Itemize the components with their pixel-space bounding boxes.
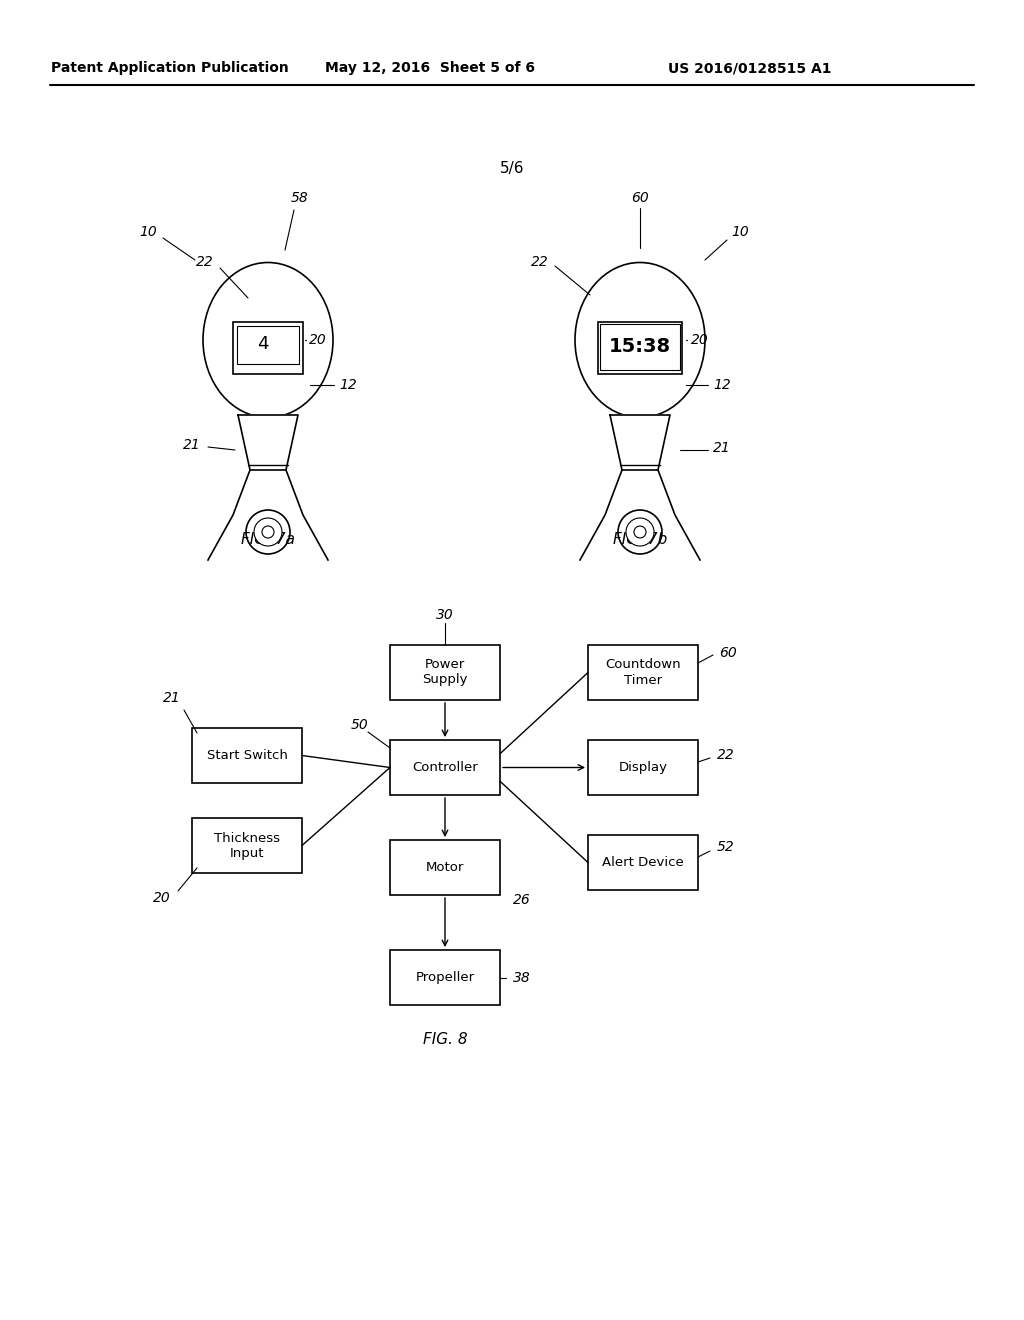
Text: 4: 4	[257, 335, 268, 352]
Text: 12: 12	[339, 378, 357, 392]
Text: 60: 60	[719, 645, 737, 660]
Text: 52: 52	[717, 840, 735, 854]
Text: 10: 10	[731, 224, 749, 239]
Circle shape	[618, 510, 662, 554]
Circle shape	[246, 510, 290, 554]
Text: Patent Application Publication: Patent Application Publication	[51, 61, 289, 75]
Text: Alert Device: Alert Device	[602, 855, 684, 869]
Text: FIG. 7b: FIG. 7b	[613, 532, 667, 548]
Text: 60: 60	[631, 191, 649, 205]
Circle shape	[254, 517, 282, 546]
Polygon shape	[238, 414, 298, 470]
Text: FIG. 7a: FIG. 7a	[241, 532, 295, 548]
Text: Propeller: Propeller	[416, 972, 474, 983]
FancyBboxPatch shape	[598, 322, 682, 374]
FancyBboxPatch shape	[390, 840, 500, 895]
Text: FIG. 8: FIG. 8	[423, 1032, 467, 1048]
Polygon shape	[610, 414, 670, 470]
Ellipse shape	[575, 263, 705, 417]
Text: 12: 12	[713, 378, 731, 392]
FancyBboxPatch shape	[390, 645, 500, 700]
FancyBboxPatch shape	[588, 836, 698, 890]
Text: 22: 22	[717, 748, 735, 762]
FancyBboxPatch shape	[390, 741, 500, 795]
Text: Motor: Motor	[426, 861, 464, 874]
Text: Countdown
Timer: Countdown Timer	[605, 659, 681, 686]
FancyBboxPatch shape	[237, 326, 299, 364]
Text: Power
Supply: Power Supply	[422, 659, 468, 686]
Text: Controller: Controller	[412, 762, 478, 774]
Text: Start Switch: Start Switch	[207, 748, 288, 762]
FancyBboxPatch shape	[233, 322, 303, 374]
Text: 10: 10	[139, 224, 157, 239]
FancyBboxPatch shape	[193, 729, 302, 783]
FancyBboxPatch shape	[390, 950, 500, 1005]
Text: Display: Display	[618, 762, 668, 774]
Text: 5/6: 5/6	[500, 161, 524, 176]
Text: 15:38: 15:38	[609, 338, 671, 356]
Text: 22: 22	[531, 255, 549, 269]
FancyBboxPatch shape	[600, 323, 680, 370]
Circle shape	[626, 517, 654, 546]
FancyBboxPatch shape	[588, 741, 698, 795]
Text: 20: 20	[309, 333, 327, 347]
Text: 21: 21	[163, 690, 181, 705]
Circle shape	[262, 525, 274, 539]
Text: 21: 21	[713, 441, 731, 455]
Text: May 12, 2016  Sheet 5 of 6: May 12, 2016 Sheet 5 of 6	[325, 61, 535, 75]
Text: 22: 22	[197, 255, 214, 269]
Text: 21: 21	[183, 438, 201, 451]
FancyBboxPatch shape	[193, 818, 302, 873]
Text: 20: 20	[154, 891, 171, 906]
FancyBboxPatch shape	[588, 645, 698, 700]
Text: US 2016/0128515 A1: US 2016/0128515 A1	[669, 61, 831, 75]
Ellipse shape	[203, 263, 333, 417]
Text: Thickness
Input: Thickness Input	[214, 832, 280, 859]
Text: 38: 38	[513, 970, 530, 985]
Text: 30: 30	[436, 609, 454, 622]
Text: 58: 58	[291, 191, 309, 205]
Text: 50: 50	[351, 718, 369, 733]
Text: 20: 20	[691, 333, 709, 347]
Text: 26: 26	[513, 894, 530, 907]
Circle shape	[634, 525, 646, 539]
